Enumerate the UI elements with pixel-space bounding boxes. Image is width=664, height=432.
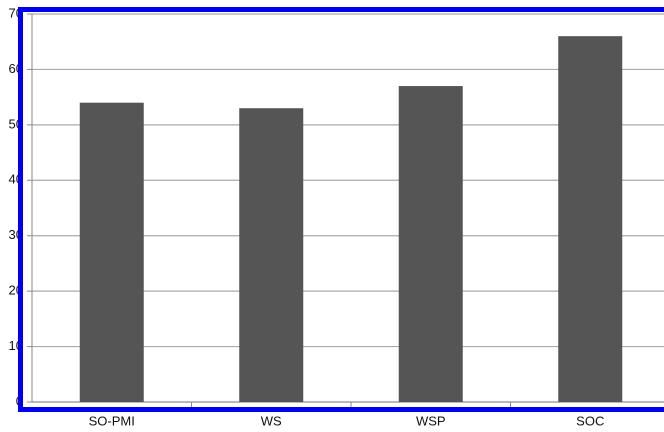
x-tick-label: SOC (576, 413, 604, 428)
bar (398, 86, 463, 403)
bar (79, 102, 144, 402)
selection-border (18, 7, 664, 412)
x-tick-label: SO-PMI (89, 413, 135, 428)
bar (558, 36, 623, 403)
x-tick-label: WSP (416, 413, 446, 428)
bar (239, 108, 304, 402)
x-tick-label: WS (261, 413, 282, 428)
